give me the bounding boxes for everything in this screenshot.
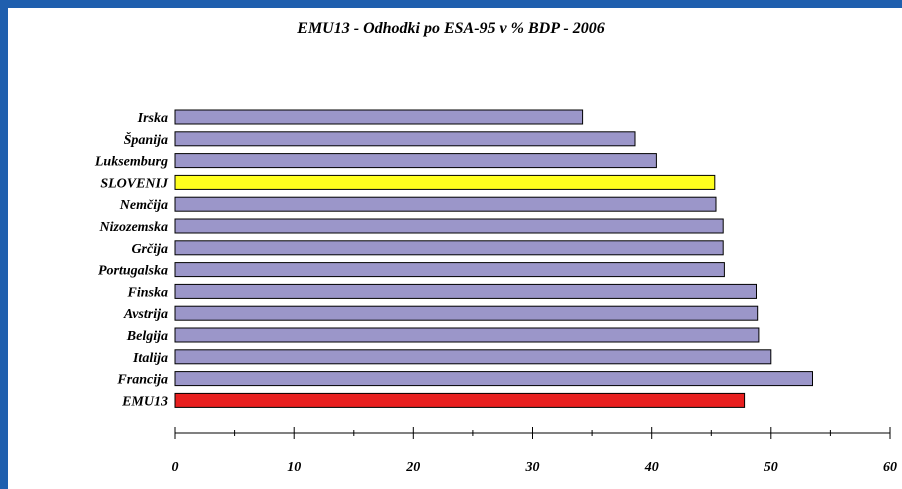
category-label: Irska bbox=[137, 111, 168, 126]
x-tick-label: 0 bbox=[172, 460, 179, 475]
category-label: Avstrija bbox=[123, 307, 168, 322]
category-label: Finska bbox=[127, 285, 168, 300]
category-label: Italija bbox=[132, 351, 168, 366]
category-label: EMU13 bbox=[121, 394, 168, 409]
bar-2 bbox=[174, 153, 657, 169]
bar-11 bbox=[174, 349, 772, 365]
category-label: Belgija bbox=[126, 329, 168, 344]
bar-6 bbox=[174, 240, 724, 256]
bar-9 bbox=[174, 305, 759, 321]
bar-3 bbox=[174, 174, 716, 190]
bar-13 bbox=[174, 392, 746, 408]
bar-8 bbox=[174, 283, 757, 299]
x-tick-label: 10 bbox=[287, 460, 301, 475]
bar-4 bbox=[174, 196, 717, 212]
x-tick-label: 20 bbox=[405, 460, 420, 475]
bar-1 bbox=[174, 131, 636, 147]
category-label: Španija bbox=[124, 131, 168, 148]
x-tick-label: 40 bbox=[644, 460, 659, 475]
category-label: Portugalska bbox=[98, 264, 168, 279]
category-label: Nizozemska bbox=[99, 220, 168, 235]
category-label: Nemčija bbox=[119, 198, 168, 213]
chart-title: EMU13 - Odhodki po ESA-95 v % BDP - 2006 bbox=[297, 20, 605, 37]
x-axis: 0 10 20 30 40 50 60 bbox=[172, 427, 897, 475]
bar-12 bbox=[174, 371, 813, 387]
bar-5 bbox=[174, 218, 724, 234]
category-label: SLOVENIJ bbox=[100, 176, 169, 191]
category-label: Luksemburg bbox=[94, 155, 168, 170]
x-tick-label: 60 bbox=[883, 460, 897, 475]
x-tick-label: 50 bbox=[764, 460, 778, 475]
x-tick-label: 30 bbox=[525, 460, 540, 475]
bar-10 bbox=[174, 327, 760, 343]
category-label: Francija bbox=[116, 373, 168, 388]
bar-7 bbox=[174, 262, 725, 278]
bar-0 bbox=[174, 109, 584, 125]
category-labels-group: Irska Španija Luksemburg SLOVENIJ Nemčija Niz… bbox=[94, 111, 169, 409]
bars-group bbox=[174, 109, 813, 408]
category-label: Grčija bbox=[131, 242, 168, 257]
